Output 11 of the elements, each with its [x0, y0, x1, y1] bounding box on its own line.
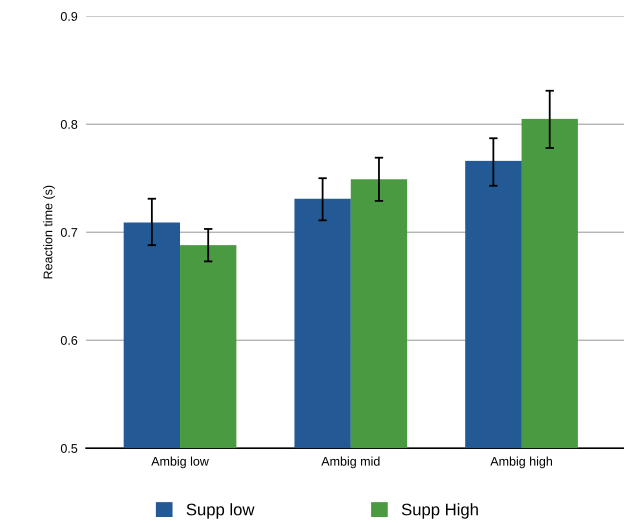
y-tick-label: 0.8 [60, 120, 78, 129]
y-axis-title: Reaction time (s) [43, 186, 55, 278]
legend-label: Supp High [402, 503, 478, 519]
legend-label: Supp low [186, 503, 254, 519]
y-tick-label: 0.7 [60, 228, 78, 237]
y-tick-label: 0.5 [60, 444, 78, 453]
x-tick-label: Ambig high [490, 456, 552, 468]
x-tick-label: Ambig mid [321, 456, 380, 468]
y-tick-label: 0.9 [60, 12, 78, 21]
x-tick-label: Ambig low [151, 456, 209, 468]
y-tick-label: 0.6 [60, 336, 78, 345]
